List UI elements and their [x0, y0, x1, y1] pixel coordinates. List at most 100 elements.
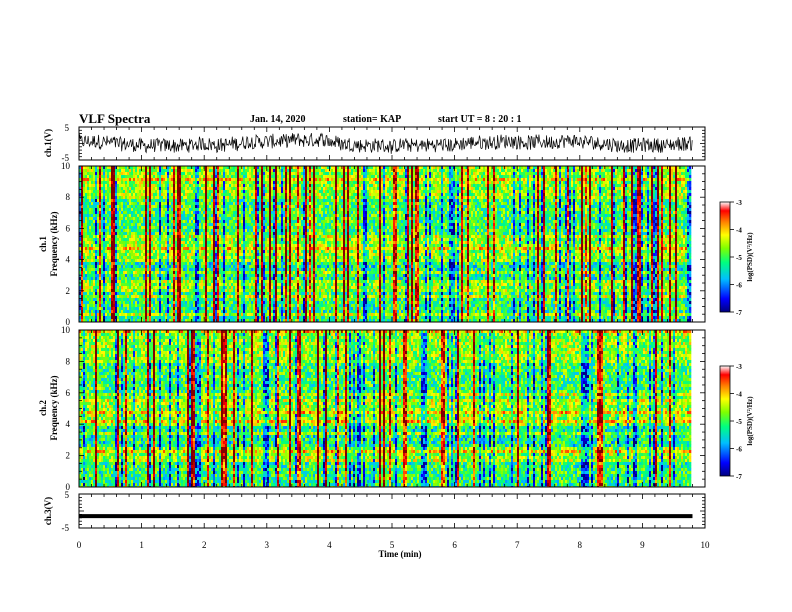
spectrogram-cell	[95, 196, 97, 199]
spectrogram-cell	[93, 268, 95, 271]
spectrogram-cell	[95, 247, 97, 250]
spectrogram-cell	[115, 313, 117, 316]
spectrogram-cell	[83, 268, 85, 271]
spectrogram-cell	[87, 205, 89, 208]
spectrogram-cell	[113, 259, 115, 262]
spectrogram-cell	[111, 169, 113, 172]
spectrogram-cell	[101, 229, 103, 232]
spectrogram-cell	[83, 292, 85, 295]
spectrogram-cell	[97, 265, 99, 268]
spectrogram-cell	[93, 190, 95, 193]
spectrogram-cell	[85, 277, 87, 280]
spectrogram-cell	[81, 262, 83, 265]
spectrogram-cell	[97, 214, 99, 217]
spectrogram-cell	[89, 214, 91, 217]
spectrogram-cell	[101, 205, 103, 208]
spectrogram-cell	[87, 241, 89, 244]
spectrogram-cell	[89, 184, 91, 187]
spectrogram-cell	[115, 316, 117, 319]
spectrogram-cell	[97, 247, 99, 250]
spectrogram-cell	[111, 178, 113, 181]
spectrogram-cell	[87, 280, 89, 283]
spectrogram-cell	[113, 277, 115, 280]
spectrogram-cell	[81, 169, 83, 172]
spectrogram-cell	[113, 310, 115, 313]
spectrogram-cell	[93, 247, 95, 250]
spectrogram-cell	[101, 271, 103, 274]
spectrogram-cell	[103, 259, 105, 262]
spectrogram-cell	[99, 202, 101, 205]
spectrogram-cell	[99, 247, 101, 250]
spectrogram-cell	[111, 184, 113, 187]
spectrogram-cell	[105, 262, 107, 265]
spectrogram-cell	[105, 205, 107, 208]
spectrogram-cell	[115, 169, 117, 172]
spectrogram-cell	[99, 184, 101, 187]
spectrogram-cell	[101, 307, 103, 310]
spectrogram-cell	[95, 286, 97, 289]
spectrogram-cell	[113, 169, 115, 172]
spectrogram-cell	[101, 250, 103, 253]
spectrogram-cell	[95, 184, 97, 187]
spectrogram-cell	[95, 289, 97, 292]
spectrogram-cell	[97, 193, 99, 196]
spectrogram-cell	[115, 271, 117, 274]
spectrogram-cell	[83, 247, 85, 250]
spectrogram-cell	[97, 277, 99, 280]
spectrogram-cell	[99, 196, 101, 199]
spectrogram-cell	[93, 223, 95, 226]
spectrogram-cell	[101, 175, 103, 178]
spectrogram-cell	[109, 286, 111, 289]
spectrogram-cell	[97, 196, 99, 199]
spectrogram-cell	[83, 199, 85, 202]
spectrogram-cell	[105, 184, 107, 187]
spectrogram-cell	[93, 280, 95, 283]
spectrogram-cell	[103, 313, 105, 316]
spectrogram-cell	[83, 277, 85, 280]
spectrogram-cell	[93, 256, 95, 259]
spectrogram-cell	[81, 178, 83, 181]
spectrogram-cell	[115, 310, 117, 313]
spectrogram-cell	[97, 211, 99, 214]
spectrogram-cell	[89, 190, 91, 193]
spectrogram-cell	[81, 193, 83, 196]
spectrogram-cell	[99, 193, 101, 196]
spectrogram-cell	[101, 286, 103, 289]
spectrogram-cell	[101, 232, 103, 235]
spectrogram-cell	[95, 265, 97, 268]
spectrogram-cell	[103, 196, 105, 199]
spectrogram-cell	[97, 184, 99, 187]
spectrogram-cell	[91, 250, 93, 253]
spectrogram-cell	[97, 307, 99, 310]
spectrogram-cell	[95, 199, 97, 202]
spectrogram-cell	[105, 307, 107, 310]
spectrogram-cell	[115, 172, 117, 175]
spectrogram-cell	[95, 244, 97, 247]
spectrogram-cell	[89, 175, 91, 178]
spectrogram-cell	[81, 286, 83, 289]
spectrogram-cell	[95, 193, 97, 196]
spectrogram-cell	[99, 214, 101, 217]
spectrogram-cell	[93, 253, 95, 256]
spectrogram-cell	[99, 208, 101, 211]
spectrogram-cell	[89, 292, 91, 295]
spectrogram-cell	[109, 205, 111, 208]
spectrogram-cell	[117, 184, 119, 187]
spectrogram-cell	[115, 304, 117, 307]
spectrogram-cell	[103, 211, 105, 214]
spectrogram-cell	[117, 187, 119, 190]
spectrogram-cell	[105, 211, 107, 214]
spectrogram-cell	[81, 214, 83, 217]
spectrogram-cell	[87, 193, 89, 196]
spectrogram-cell	[117, 217, 119, 220]
spectrogram-cell	[111, 217, 113, 220]
spectrogram-cell	[107, 169, 109, 172]
spectrogram-cell	[99, 292, 101, 295]
spectrogram-cell	[103, 223, 105, 226]
spectrogram-cell	[103, 217, 105, 220]
spectrogram-cell	[101, 268, 103, 271]
spectrogram-cell	[97, 208, 99, 211]
spectrogram-cell	[97, 181, 99, 184]
spectrogram-cell	[83, 169, 85, 172]
spectrogram-cell	[113, 268, 115, 271]
